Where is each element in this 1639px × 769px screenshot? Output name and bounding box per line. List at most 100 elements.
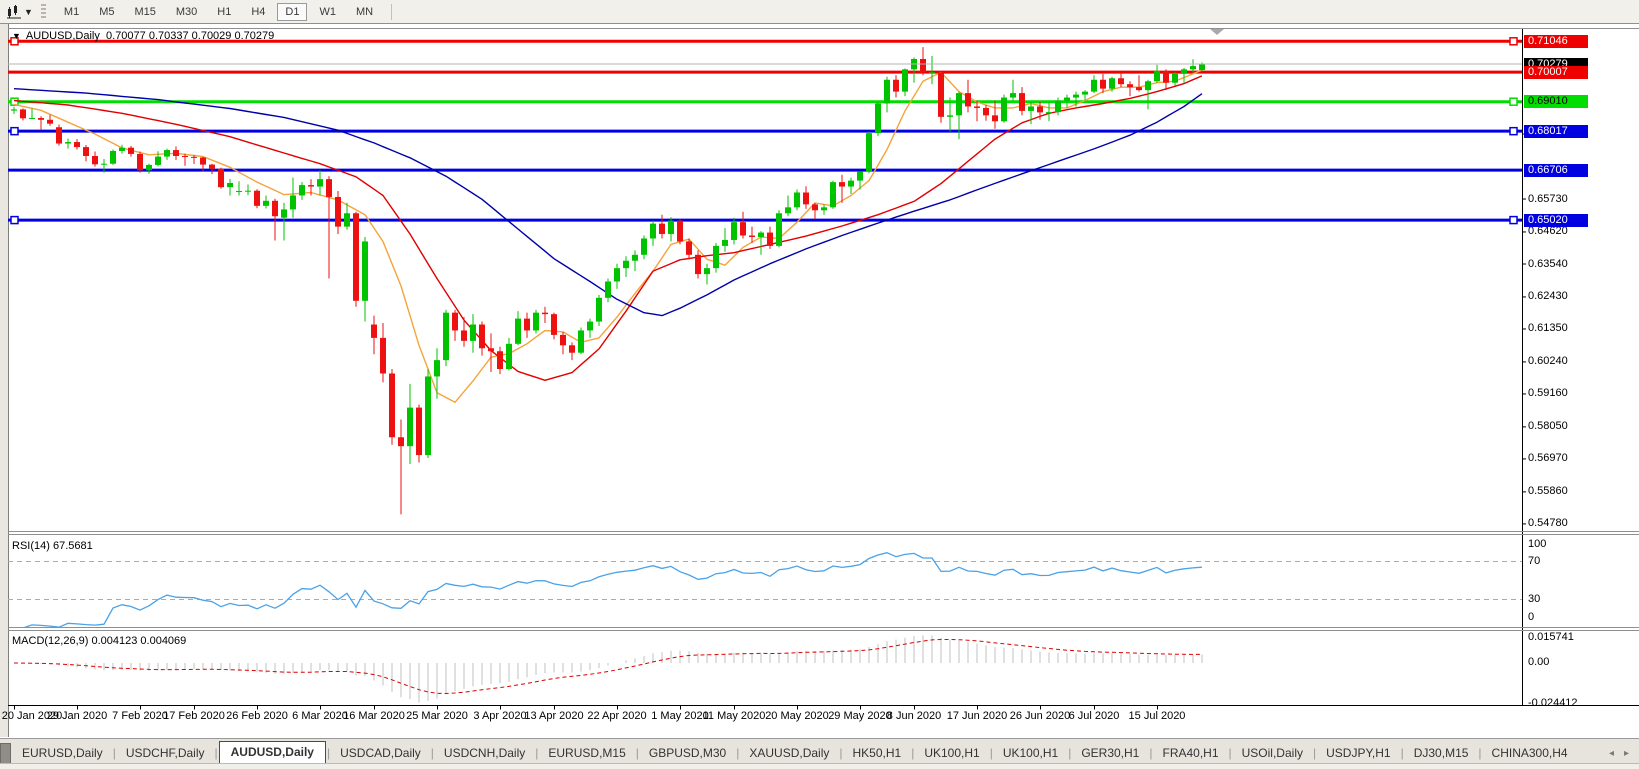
tab-separator: | [1312,746,1317,760]
timeframe-button-MN[interactable]: MN [355,5,374,18]
chart-tab-usdchf-daily[interactable]: USDCHF,Daily [125,746,205,760]
date-tick-label: 8 Jun 2020 [886,710,942,722]
chart-tab-uk100-h1[interactable]: UK100,H1 [1002,746,1059,760]
tab-strip-edge [0,743,11,764]
price-chart-canvas[interactable] [0,24,1639,738]
rsi-axis-label: 70 [1528,555,1541,567]
chart-tab-china300-h4[interactable]: CHINA300,H4 [1491,746,1568,760]
tab-separator: | [1400,746,1404,760]
chart-shift-marker-icon[interactable] [1210,29,1224,35]
line-handle[interactable] [10,37,19,46]
chart-frame [0,24,1639,737]
price-tick-label: 0.54780 [1528,517,1568,530]
tab-separator: | [1228,746,1232,760]
chart-type-caret-icon[interactable]: ▼ [24,6,33,17]
line-handle[interactable] [1509,97,1518,106]
price-badge-0.65020: 0.65020 [1524,213,1588,227]
symbol-caret-icon[interactable]: ▼ [12,31,21,41]
price-tick-label: 0.62430 [1528,290,1568,303]
support-resistance-lines [8,37,1522,225]
toolbar-divider [391,3,393,20]
line-handle[interactable] [10,126,19,136]
rsi-axis-label: 30 [1528,593,1541,605]
tab-separator: | [911,746,915,760]
line-handle[interactable] [1509,37,1518,46]
tab-separator: | [635,746,639,760]
price-tick-label: 0.59160 [1528,387,1568,400]
date-tick-label: 20 Jan 2020 [1,710,63,722]
timeframe-button-H1[interactable]: H1 [217,5,232,18]
chart-tab-eurusd-daily[interactable]: EURUSD,Daily [22,746,103,760]
price-tick-label: 0.65730 [1528,192,1568,205]
chart-tab-xauusd-daily[interactable]: XAUUSD,Daily [749,746,830,760]
timeframe-button-group: M1 M5 M15 M30 H1 H4 D1 W1 MN [54,2,383,21]
tab-scroll-left-button[interactable]: ◂ [1608,748,1614,759]
chart-tab-audusd-daily[interactable]: AUDUSD,Daily [218,741,326,764]
tab-separator: | [1149,746,1153,760]
date-tick-label: 25 Mar 2020 [406,710,468,722]
rsi-axis-label: 100 [1528,538,1547,550]
tab-separator: | [535,746,539,760]
timeframe-button-H4[interactable]: H4 [251,5,266,18]
line-handle[interactable] [10,215,19,225]
price-tick-label: 0.60240 [1528,355,1568,368]
price-tick-label: 0.63540 [1528,257,1568,270]
date-tick-label: 29 Jan 2020 [46,710,108,722]
timeframe-button-M5[interactable]: M5 [99,5,115,18]
price-badge-0.69010: 0.69010 [1524,95,1588,109]
timeframe-button-W1[interactable]: W1 [319,5,336,18]
price-badge-0.70007: 0.70007 [1524,65,1588,79]
date-tick-label: 26 Feb 2020 [226,710,288,722]
chart-tab-eurusd-m15[interactable]: EURUSD,M15 [548,746,626,760]
macd-indicator-label: MACD(12,26,9) 0.004123 0.004069 [12,635,187,647]
tab-separator: | [1478,746,1482,760]
top-toolbar: ▼ M1 M5 M15 M30 H1 H4 D1 W1 MN [0,0,1639,24]
price-tick-label: 0.55860 [1528,485,1568,498]
chart-window[interactable]: ▼ AUDUSD,Daily 0.70077 0.70337 0.70029 0.… [0,24,1639,738]
date-tick-label: 22 Apr 2020 [587,710,647,722]
candles-layer [11,47,1205,515]
timeframe-button-D1[interactable]: D1 [277,2,308,21]
price-badge-0.71046: 0.71046 [1524,34,1588,48]
timeframe-button-M30[interactable]: M30 [175,5,198,18]
date-tick-label: 1 May 2020 [651,710,709,722]
chart-tab-gbpusd-m30[interactable]: GBPUSD,M30 [648,746,727,760]
macd-signal-line [13,639,1202,695]
chart-tab-usdcnh-daily[interactable]: USDCNH,Daily [443,746,526,760]
status-strip [0,763,1639,769]
price-tick-label: 0.61350 [1528,322,1568,335]
chart-tab-uk100-h1[interactable]: UK100,H1 [924,746,980,760]
tab-separator: | [1068,746,1072,760]
chart-tab-usdcad-daily[interactable]: USDCAD,Daily [340,746,421,760]
line-handle[interactable] [1509,215,1518,225]
rsi-line [23,552,1203,627]
tab-scroll-right-button[interactable]: ▸ [1623,748,1629,759]
chart-tab-dj30-m15[interactable]: DJ30,M15 [1413,746,1469,760]
date-tick-label: 26 Jun 2020 [1009,710,1071,722]
chart-tab-ger30-h1[interactable]: GER30,H1 [1081,746,1140,760]
date-tick-label: 16 Mar 2020 [343,710,405,722]
timeframe-button-M15[interactable]: M15 [134,5,156,18]
chart-tab-list: EURUSD,Daily | USDCHF,Daily | AUDUSD,Daily | U… [13,741,1577,764]
ma-medium-line [13,75,1203,381]
date-tick-label: 11 May 2020 [702,710,766,722]
date-tick-label: 6 Mar 2020 [292,710,348,722]
chart-type-icon[interactable] [4,4,24,20]
chart-title: ▼ AUDUSD,Daily 0.70077 0.70337 0.70029 0.… [12,30,274,42]
chart-tab-fra40-h1[interactable]: FRA40,H1 [1162,746,1219,760]
tab-separator: | [214,746,218,760]
chart-tab-usoil-daily[interactable]: USOil,Daily [1241,746,1303,760]
price-tick-label: 0.64620 [1528,225,1568,238]
chart-tab-usdjpy-h1[interactable]: USDJPY,H1 [1326,746,1391,760]
date-tick-label: 15 Jul 2020 [1128,710,1186,722]
line-handle[interactable] [1509,126,1518,136]
timeframe-button-M1[interactable]: M1 [63,5,80,18]
macd-axis-label: 0.00 [1528,656,1550,668]
toolbar-grip[interactable] [40,3,46,20]
date-tick-label: 6 Jul 2020 [1068,710,1120,722]
macd-pane [13,635,1203,703]
tab-separator: | [326,746,331,760]
price-tick-label: 0.56970 [1528,452,1568,465]
chart-tab-hk50-h1[interactable]: HK50,H1 [852,746,902,760]
date-tick-label: 17 Jun 2020 [946,710,1008,722]
